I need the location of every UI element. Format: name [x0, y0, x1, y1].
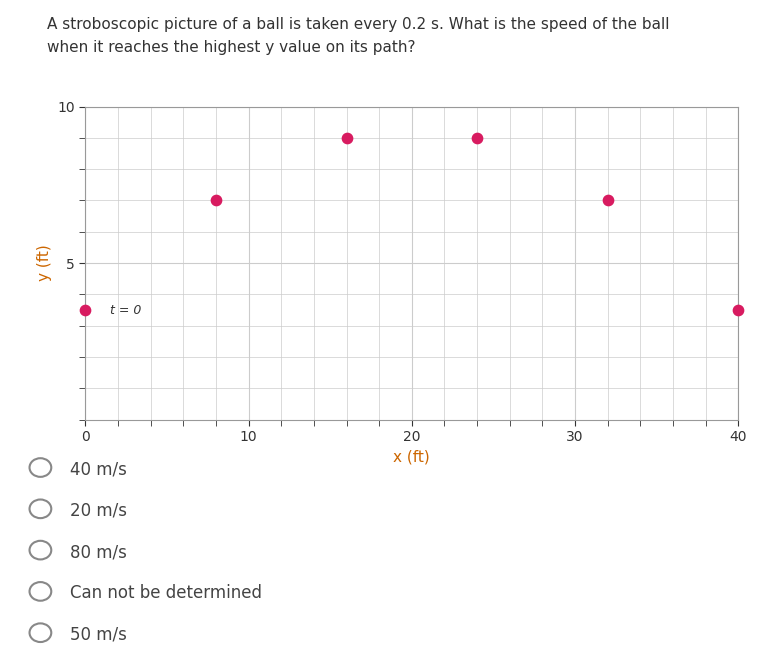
- Text: 40 m/s: 40 m/s: [70, 460, 127, 479]
- Y-axis label: y (ft): y (ft): [37, 244, 52, 282]
- Text: 20 m/s: 20 m/s: [70, 501, 127, 520]
- X-axis label: x (ft): x (ft): [393, 450, 430, 465]
- Text: 50 m/s: 50 m/s: [70, 625, 127, 644]
- Text: when it reaches the highest y value on its path?: when it reaches the highest y value on i…: [47, 40, 415, 55]
- Point: [601, 195, 614, 206]
- Text: 80 m/s: 80 m/s: [70, 543, 127, 561]
- Text: Can not be determined: Can not be determined: [70, 584, 262, 603]
- Point: [471, 133, 483, 143]
- Point: [732, 305, 744, 316]
- Text: A stroboscopic picture of a ball is taken every 0.2 s. What is the speed of the : A stroboscopic picture of a ball is take…: [47, 17, 669, 32]
- Text: t = 0: t = 0: [110, 304, 141, 316]
- Point: [79, 305, 92, 316]
- Point: [340, 133, 353, 143]
- Point: [210, 195, 222, 206]
